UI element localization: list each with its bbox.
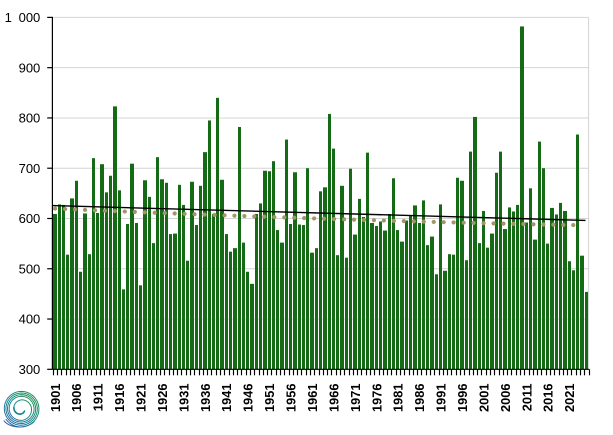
svg-text:1996: 1996 [455, 384, 470, 412]
svg-text:900: 900 [19, 60, 41, 75]
svg-text:1916: 1916 [112, 384, 127, 412]
svg-text:1976: 1976 [369, 384, 384, 412]
svg-text:1926: 1926 [155, 384, 170, 412]
svg-text:1946: 1946 [241, 384, 256, 412]
svg-text:1991: 1991 [434, 384, 449, 412]
svg-text:1901: 1901 [48, 384, 63, 412]
svg-text:1966: 1966 [326, 384, 341, 412]
svg-text:1956: 1956 [284, 384, 299, 412]
svg-text:1921: 1921 [134, 384, 149, 412]
svg-text:2011: 2011 [519, 384, 534, 412]
svg-text:500: 500 [19, 261, 41, 276]
svg-text:1971: 1971 [348, 384, 363, 412]
svg-text:1951: 1951 [262, 384, 277, 412]
svg-text:600: 600 [19, 211, 41, 226]
svg-text:800: 800 [19, 111, 41, 126]
svg-text:1941: 1941 [219, 384, 234, 412]
svg-text:1936: 1936 [198, 384, 213, 412]
svg-text:1931: 1931 [176, 384, 191, 412]
svg-text:2016: 2016 [541, 384, 556, 412]
svg-text:2021: 2021 [562, 384, 577, 412]
svg-text:2006: 2006 [498, 384, 513, 412]
svg-text:1911: 1911 [91, 384, 106, 412]
svg-text:400: 400 [19, 312, 41, 327]
svg-text:1961: 1961 [305, 384, 320, 412]
svg-text:1906: 1906 [69, 384, 84, 412]
svg-text:1981: 1981 [391, 384, 406, 412]
svg-text:700: 700 [19, 161, 41, 176]
svg-text:300: 300 [19, 362, 41, 377]
svg-text:2001: 2001 [476, 384, 491, 412]
svg-text:1986: 1986 [412, 384, 427, 412]
